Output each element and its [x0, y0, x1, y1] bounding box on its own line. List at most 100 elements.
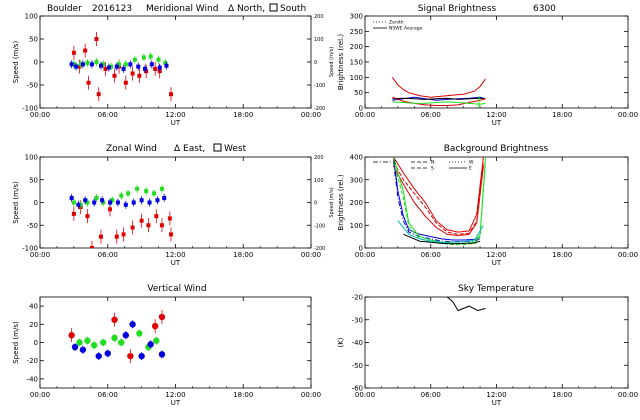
- background-xlabel: UT: [492, 259, 502, 267]
- meridional-right-tick-label: 200: [314, 14, 324, 20]
- meridional-ytick-label: -50: [27, 82, 38, 90]
- meridional-legend-south: South: [280, 4, 306, 14]
- meridional-ylabel: Speed (m/s): [12, 41, 20, 84]
- vertical-xtick-label: 00:00: [301, 391, 321, 399]
- background-ytick-label: 100: [350, 222, 363, 230]
- meridional-right-tick-label: -100: [314, 83, 325, 89]
- sky-xtick-label: 06:00: [421, 391, 441, 399]
- meridional-plot-area: [69, 32, 173, 102]
- meridional-right-axis-label: Speed (m/s): [329, 47, 335, 77]
- background-xtick-label: 00:00: [355, 251, 375, 259]
- signal-wavelength: 6300: [533, 4, 556, 14]
- vertical-ytick-label: 0: [34, 339, 38, 347]
- zonal-xtick-label: 12:00: [165, 251, 185, 259]
- vertical-xtick-label: 18:00: [233, 391, 253, 399]
- zonal-xtick-label: 00:00: [301, 251, 321, 259]
- signal-line-red: [391, 77, 486, 98]
- zonal-xtick-label: 18:00: [233, 251, 253, 259]
- signal-xtick-label: 00:00: [618, 111, 638, 119]
- zonal-right-tick-label: 0: [314, 201, 317, 207]
- signal-ytick-label: 0: [359, 105, 363, 113]
- signal-xtick-label: 06:00: [421, 111, 441, 119]
- sky-plot-frame: [364, 296, 629, 389]
- background-line-black1: [403, 233, 481, 245]
- background-ytick-label: 400: [350, 154, 363, 162]
- signal-xtick-label: 00:00: [355, 111, 375, 119]
- zonal-ytick-label: -100: [22, 245, 38, 253]
- zonal-xtick-label: 00:00: [30, 251, 50, 259]
- zonal-right-tick-label: 100: [314, 178, 324, 184]
- background-xtick-label: 12:00: [486, 251, 506, 259]
- background-line-red2: [393, 161, 484, 235]
- zonal-right-axis-label: Speed (m/s): [329, 187, 335, 217]
- background-brightness-panel: 0 100 200 300 400 00:00 06:00 12:00 18:00 00:00 UT…: [337, 154, 638, 268]
- vertical-xtick-label: 00:00: [30, 391, 50, 399]
- zonal-right-tick-label: 200: [314, 155, 324, 161]
- sky-temperature-panel: -60 -50 -40 -30 -20 00:00 06:00 12:00 18:00 00:00…: [337, 294, 638, 408]
- background-title: Background Brightness: [444, 144, 549, 154]
- sky-ytick-label: -50: [352, 362, 363, 370]
- background-legend-label: Z: [393, 160, 396, 166]
- meridional-right-tick-label: 0: [314, 60, 317, 66]
- meridional-xtick-label: 12:00: [165, 111, 185, 119]
- background-legend-label: N: [431, 160, 434, 166]
- sky-xtick-label: 00:00: [618, 391, 638, 399]
- signal-legend-label: Zenith: [389, 20, 404, 26]
- meridional-ytick-label: 50: [29, 36, 38, 44]
- vertical-ytick-label: -40: [27, 375, 38, 383]
- meridional-ytick-label: 0: [34, 59, 38, 67]
- sky-xtick-label: 12:00: [486, 391, 506, 399]
- zonal-xlabel: UT: [171, 259, 181, 267]
- vertical-xtick-label: 12:00: [165, 391, 185, 399]
- background-line-red3: [393, 165, 484, 237]
- vertical-ytick-label: 40: [29, 303, 38, 311]
- meridional-xtick-label: 06:00: [98, 111, 118, 119]
- vertical-xlabel: UT: [171, 399, 181, 407]
- sky-ylabel: (K): [337, 337, 345, 347]
- signal-line-black: [392, 97, 486, 100]
- signal-brightness-panel: 0 50 100 150 200 250 300 00:00 06:00 12:00 18:00 00…: [337, 13, 638, 128]
- zonal-legend-east: Δ East,: [174, 144, 205, 154]
- meridional-xtick-label: 00:00: [30, 111, 50, 119]
- signal-xtick-label: 12:00: [486, 111, 506, 119]
- zonal-plot-area: [69, 184, 173, 248]
- background-xtick-label: 06:00: [421, 251, 441, 259]
- date-label: 2016123: [92, 4, 132, 14]
- signal-title: Signal Brightness: [418, 4, 497, 14]
- signal-line-red2: [392, 96, 486, 106]
- station-name: Boulder: [47, 4, 82, 14]
- meridional-ytick-label: 100: [25, 13, 38, 21]
- vertical-plot-area: [68, 310, 166, 364]
- signal-ytick-label: 300: [350, 13, 363, 21]
- meridional-right-tick-label: 100: [314, 37, 324, 43]
- signal-legend-label: NSWE Average: [389, 26, 423, 32]
- sky-title: Sky Temperature: [458, 284, 534, 294]
- zonal-xtick-label: 06:00: [98, 251, 118, 259]
- vertical-title: Vertical Wind: [147, 284, 206, 294]
- sky-ytick-label: -60: [352, 385, 363, 393]
- zonal-ytick-label: 50: [29, 176, 38, 184]
- sky-plot-area: [446, 297, 486, 312]
- vertical-ytick-label: 20: [29, 321, 38, 329]
- meridional-xlabel: UT: [171, 119, 181, 127]
- background-line-cyan1: [397, 220, 484, 243]
- background-line-blue2: [393, 161, 481, 243]
- background-xtick-label: 00:00: [618, 251, 638, 259]
- sky-xtick-label: 18:00: [552, 391, 572, 399]
- background-line-red1: [393, 157, 484, 233]
- meridional-xtick-label: 18:00: [233, 111, 253, 119]
- meridional-wind-panel: -100 -50 0 50 100 00:00 06:00 12:00 18:00 00:00 UT…: [12, 13, 335, 128]
- zonal-wind-panel: -100 -50 0 50 100 00:00 06:00 12:00 18:00 00:00 UT…: [12, 154, 335, 268]
- vertical-ytick-label: -20: [27, 357, 38, 365]
- signal-ytick-label: 100: [350, 74, 363, 82]
- zonal-ylabel: Speed (m/s): [12, 181, 20, 224]
- zonal-ytick-label: 0: [34, 199, 38, 207]
- signal-ytick-label: 200: [350, 43, 363, 51]
- background-ytick-label: 0: [359, 245, 363, 253]
- sky-ytick-label: -30: [352, 316, 363, 324]
- meridional-title: Meridional Wind: [146, 4, 218, 14]
- signal-ytick-label: 150: [350, 59, 363, 67]
- signal-xtick-label: 18:00: [552, 111, 572, 119]
- background-legend-label: E: [469, 166, 472, 172]
- zonal-ytick-label: -50: [27, 222, 38, 230]
